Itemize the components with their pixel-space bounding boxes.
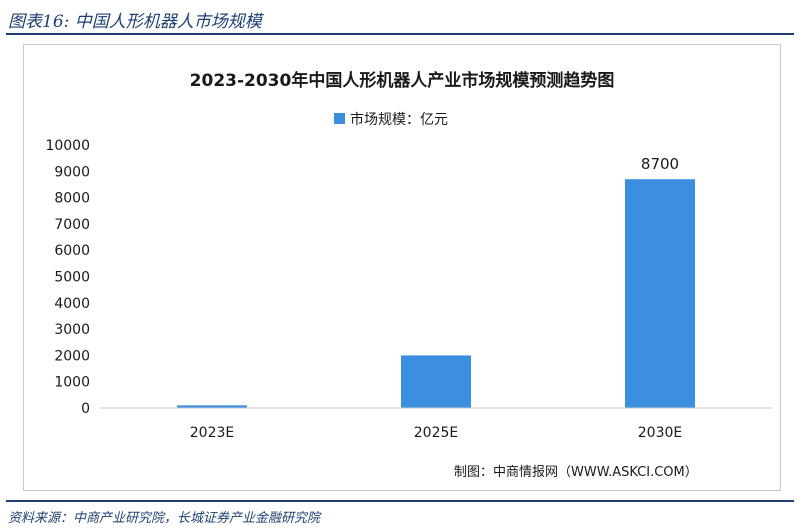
y-tick-label: 10000 [45,138,90,154]
footer-rule [6,500,794,502]
y-tick-label: 4000 [54,296,90,312]
bar [625,179,695,408]
x-tick-label: 2023E [190,425,234,441]
y-tick-label: 8000 [54,191,90,207]
figure-title: 图表16: 中国人形机器人市场规模 [8,12,262,32]
y-tick-label: 2000 [54,348,90,364]
y-tick-label: 0 [81,401,90,417]
y-tick-label: 7000 [54,217,90,233]
bar [401,355,471,408]
header-rule [6,33,794,35]
x-tick-label: 2025E [414,425,458,441]
bar-chart: 2023-2030年中国人形机器人产业市场规模预测趋势图 市场规模：亿元 0 10… [45,70,772,480]
y-tick-label: 1000 [54,375,90,391]
y-tick-label: 5000 [54,270,90,286]
x-axis: 2023E 2025E 2030E [190,425,682,441]
legend-label: 市场规模：亿元 [350,111,448,128]
x-tick-label: 2030E [638,425,682,441]
chart-frame: 2023-2030年中国人形机器人产业市场规模预测趋势图 市场规模：亿元 0 10… [23,44,781,491]
y-tick-label: 9000 [54,164,90,180]
bar-data-label: 8700 [641,155,679,173]
y-axis: 0 1000 2000 3000 4000 5000 6000 7000 8000 9000 100… [45,138,90,417]
chart-title: 2023-2030年中国人形机器人产业市场规模预测趋势图 [190,70,615,91]
bar [177,405,247,408]
chart-credit: 制图：中商情报网（WWW.ASKCI.COM） [454,465,698,480]
bar-series: 8700 [177,155,695,408]
legend-swatch [334,113,345,124]
y-tick-label: 3000 [54,322,90,338]
source-note: 资料来源：中商产业研究院，长城证券产业金融研究院 [8,511,321,526]
y-tick-label: 6000 [54,243,90,259]
figure-header: 图表16: 中国人形机器人市场规模 [0,0,800,36]
